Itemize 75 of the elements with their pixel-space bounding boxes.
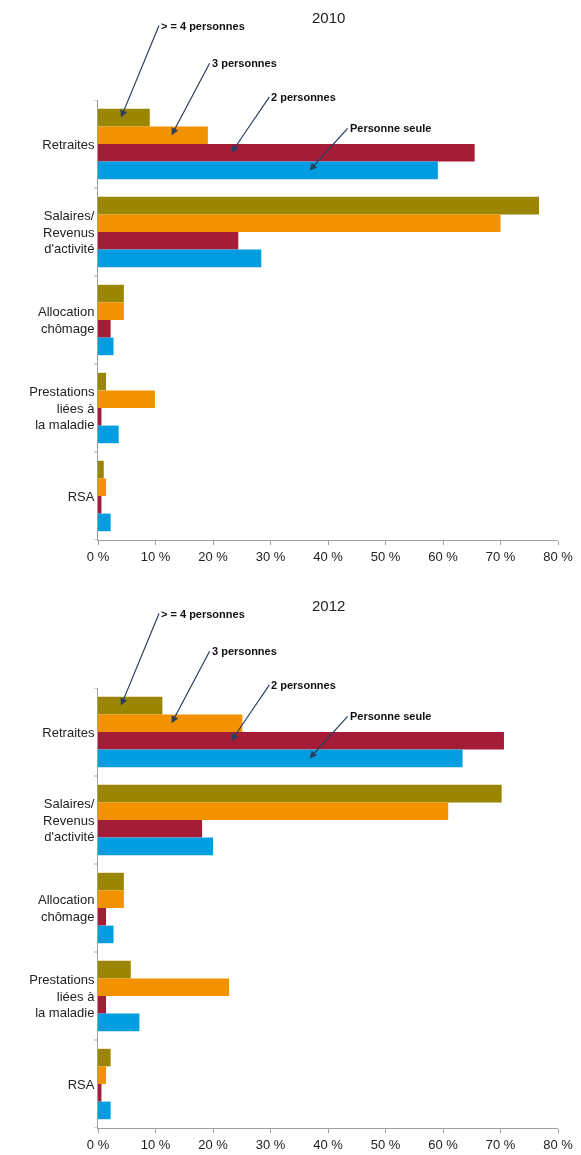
x-tick-label: 80 % bbox=[543, 548, 574, 564]
bar bbox=[98, 478, 107, 496]
text: > = 4 personnes bbox=[161, 20, 245, 32]
bar bbox=[98, 925, 114, 944]
chart-title: 2012 bbox=[312, 597, 346, 614]
x-tick-label: 70 % bbox=[485, 1136, 516, 1152]
x-tick-label: 30 % bbox=[255, 1136, 286, 1152]
bar bbox=[98, 696, 163, 715]
bar bbox=[98, 320, 111, 338]
bar bbox=[98, 161, 438, 180]
text: 3 personnes bbox=[212, 57, 277, 69]
bar bbox=[98, 126, 208, 144]
y-tick-label: RSA bbox=[67, 488, 95, 504]
text: 3 personnes bbox=[212, 645, 277, 657]
bar bbox=[98, 784, 502, 803]
bar bbox=[98, 249, 262, 268]
x-tick-label: 50 % bbox=[370, 1136, 401, 1152]
bar bbox=[98, 749, 463, 768]
x-tick-label: 0 % bbox=[86, 548, 110, 564]
x-tick-label: 30 % bbox=[255, 548, 286, 564]
y-tick-label: Retraites bbox=[42, 136, 95, 152]
x-tick-label: 70 % bbox=[485, 548, 516, 564]
y-tick-label: Salaires/ Revenus d'activité bbox=[43, 795, 95, 845]
bar bbox=[98, 1066, 107, 1084]
x-tick-label: 60 % bbox=[428, 1136, 459, 1152]
chart-title: 2010 bbox=[312, 9, 346, 26]
y-tick-label: Prestations liées à la maladie bbox=[29, 383, 96, 433]
bar bbox=[98, 337, 114, 356]
bar bbox=[98, 802, 449, 820]
bar bbox=[98, 1013, 140, 1032]
text: > = 4 personnes bbox=[161, 608, 245, 620]
bar bbox=[98, 108, 150, 127]
text: 2 personnes bbox=[271, 679, 336, 691]
bar bbox=[98, 513, 111, 532]
x-tick-label: 20 % bbox=[198, 1136, 229, 1152]
bar bbox=[98, 872, 124, 891]
text: 2 personnes bbox=[271, 91, 336, 103]
bar bbox=[98, 1048, 111, 1067]
bar bbox=[98, 714, 243, 732]
bar bbox=[98, 372, 107, 391]
y-tick-label: Allocation chômage bbox=[38, 892, 95, 924]
bar bbox=[98, 302, 124, 320]
y-tick-label: Allocation chômage bbox=[38, 304, 95, 336]
y-tick-label: Prestations liées à la maladie bbox=[29, 971, 96, 1021]
x-tick-label: 50 % bbox=[370, 548, 401, 564]
x-tick-label: 80 % bbox=[543, 1136, 574, 1152]
x-tick-label: 10 % bbox=[140, 548, 171, 564]
bar bbox=[98, 960, 131, 979]
x-tick-label: 40 % bbox=[313, 1136, 344, 1152]
bar bbox=[98, 196, 540, 215]
x-tick-label: 0 % bbox=[86, 1136, 110, 1152]
bar bbox=[98, 1101, 111, 1120]
bar bbox=[98, 732, 504, 750]
x-tick-label: 60 % bbox=[428, 548, 459, 564]
y-tick-label: Salaires/ Revenus d'activité bbox=[43, 207, 95, 257]
y-tick-label: Retraites bbox=[42, 724, 95, 740]
x-tick-label: 40 % bbox=[313, 548, 344, 564]
bar bbox=[98, 284, 124, 303]
bar bbox=[98, 232, 239, 250]
y-tick-label: RSA bbox=[67, 1076, 95, 1092]
x-tick-label: 20 % bbox=[198, 548, 229, 564]
bar bbox=[98, 144, 475, 162]
bar bbox=[98, 837, 213, 856]
bar bbox=[98, 425, 119, 444]
bar bbox=[98, 978, 230, 996]
bar bbox=[98, 996, 107, 1014]
x-tick-label: 10 % bbox=[140, 1136, 171, 1152]
bar bbox=[98, 908, 107, 926]
bar bbox=[98, 460, 104, 479]
bar bbox=[98, 820, 203, 838]
text: Personne seule bbox=[350, 710, 432, 722]
bar bbox=[98, 214, 501, 232]
bar bbox=[98, 390, 155, 408]
bar bbox=[98, 890, 124, 908]
text: Personne seule bbox=[350, 122, 432, 134]
